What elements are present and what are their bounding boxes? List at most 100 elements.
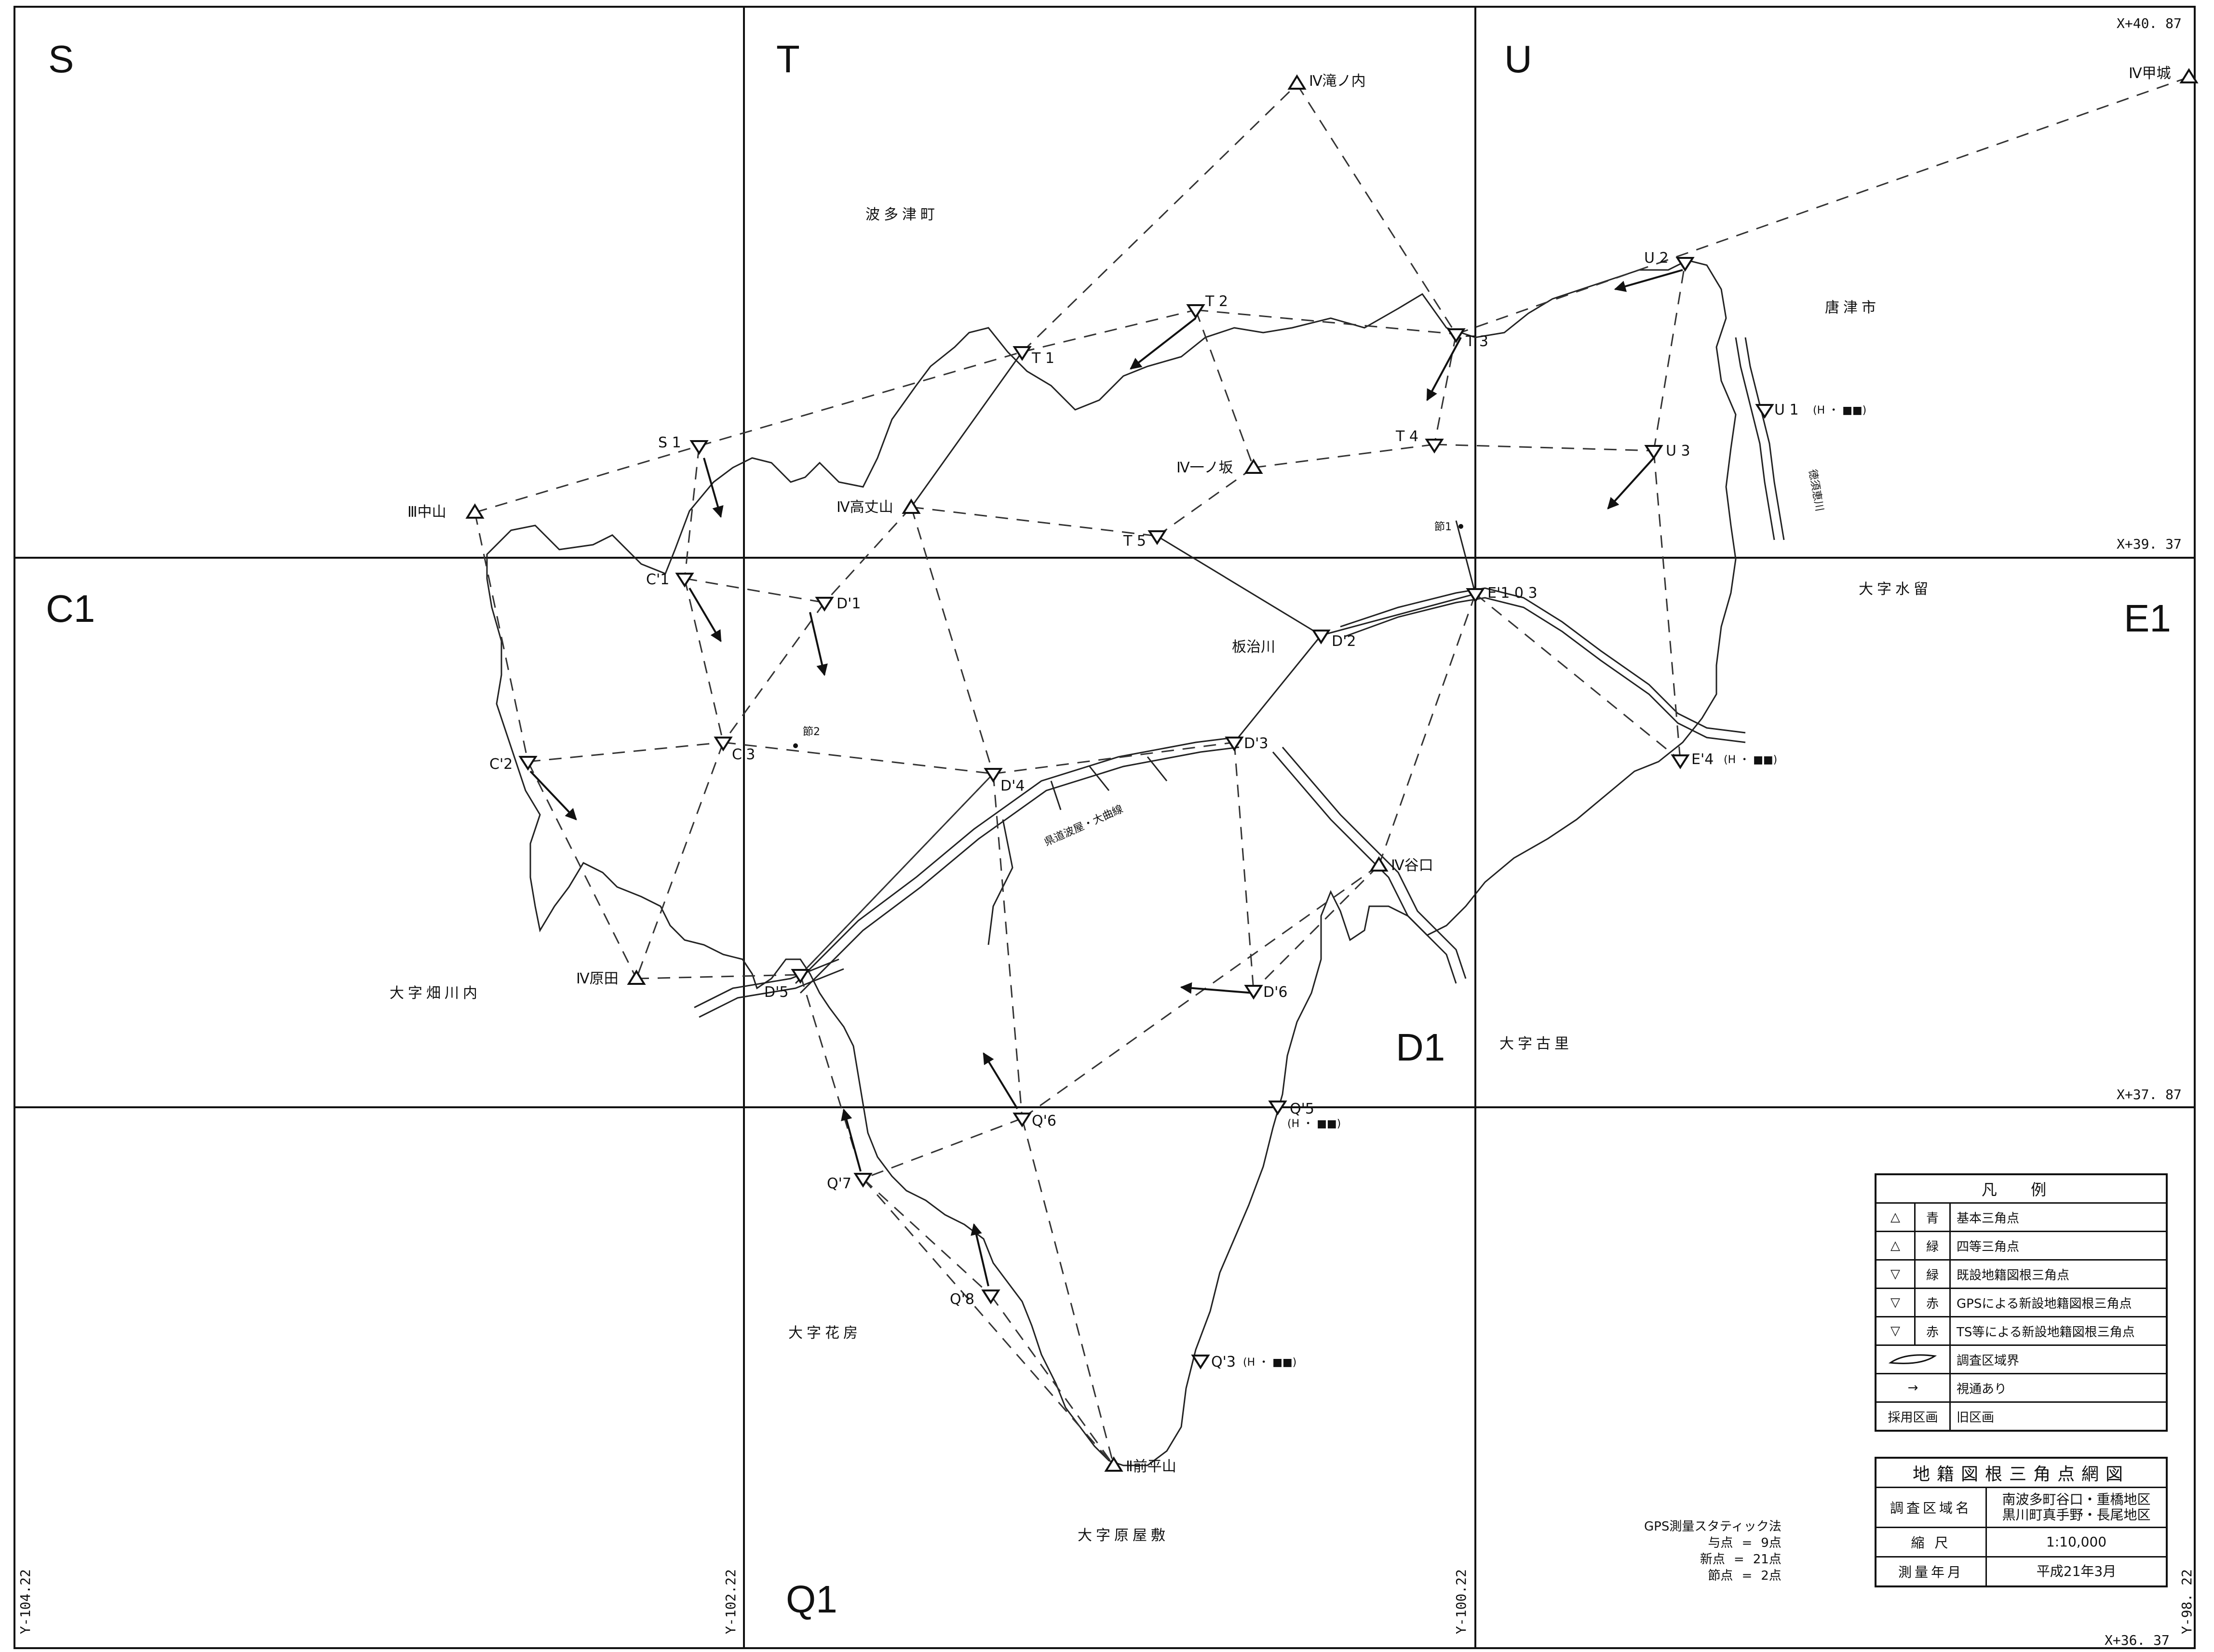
prefectural-road	[795, 737, 1240, 994]
title-row-date: 測量年月 平成21年3月	[1876, 1558, 2166, 1585]
grid-coordinates: X+40. 87 X+39. 37 X+37. 87 X+36. 37 Y-10…	[17, 15, 2195, 1648]
boundary-line-icon	[1876, 1346, 1951, 1373]
coord-x-mid1: X+39. 37	[2117, 536, 2182, 552]
sheet-letter-T: T	[776, 38, 800, 81]
area-names: 波多津町 唐津市 大字水留 大字畑川内 大字古里 大字花房 大字原屋敷 板治川 …	[390, 206, 1928, 1544]
point-T5-symbol	[1148, 530, 1167, 545]
down-triangle-icon: ▽	[1876, 1289, 1916, 1316]
sheet-letter-C1: C1	[46, 587, 95, 630]
label-nakayama: Ⅲ中山	[407, 504, 446, 521]
label-D6: D'6	[1263, 984, 1287, 1001]
river-tokusuke: 徳須恵川	[1806, 469, 1825, 512]
survey-area-value: 南波多町谷口・重橋地区 黒川町真手野・長尾地区	[1987, 1488, 2166, 1527]
label-E4: E'4	[1691, 751, 1714, 768]
point-E4-symbol	[1671, 754, 1690, 769]
point-D1-symbol	[815, 597, 834, 612]
label-Q7: Q'7	[827, 1175, 851, 1192]
point-Q3-symbol	[1191, 1355, 1210, 1370]
point-D5-symbol	[791, 969, 810, 984]
point-C3-symbol	[714, 737, 733, 752]
legend-text: 既設地籍図根三角点	[1957, 1268, 2070, 1283]
label-Q6: Q'6	[1032, 1113, 1056, 1129]
label-takajoyama: Ⅳ高丈山	[837, 499, 893, 516]
coord-y-2: Y-102.22	[723, 1569, 739, 1634]
point-takajoyama-symbol	[902, 498, 921, 514]
label-Q3: Q'3	[1211, 1354, 1236, 1370]
label-T3: T 3	[1465, 333, 1488, 350]
label-E4-note: (H ・ ■■)	[1724, 754, 1777, 766]
label-T4: T 4	[1395, 428, 1418, 445]
sheet-grid	[14, 6, 2196, 1649]
area-hanabusa: 大字花房	[788, 1325, 862, 1342]
node-2-symbol	[793, 743, 798, 748]
legend-text: 旧区画	[1957, 1410, 1995, 1425]
label-D4: D'4	[1000, 778, 1025, 794]
legend-row: ▽ 緑 既設地籍図根三角点	[1876, 1259, 2166, 1288]
label-Q3-note: (H ・ ■■)	[1243, 1357, 1296, 1369]
legend-text: GPSによる新設地籍図根三角点	[1957, 1296, 2132, 1311]
label-E103: E'1 0 3	[1487, 585, 1538, 602]
label-node-1: 節1	[1434, 521, 1452, 533]
river-itaji: 板治川	[1232, 639, 1275, 656]
label-D2: D'2	[1332, 633, 1356, 650]
gps-given-label: 与点	[1708, 1536, 1733, 1550]
point-T2-symbol	[1186, 304, 1205, 319]
label-Q8: Q'8	[950, 1291, 974, 1308]
point-Q8-symbol	[981, 1289, 1000, 1304]
legend-row: △ 緑 四等三角点	[1876, 1231, 2166, 1259]
point-taniguchi-symbol	[1369, 856, 1389, 872]
point-C2-symbol	[518, 756, 538, 771]
legend-color: 青	[1916, 1204, 1951, 1231]
label-maehirayama: Ⅱ前平山	[1126, 1458, 1176, 1475]
point-U1-symbol	[1755, 404, 1774, 419]
visibility-arrows	[529, 269, 1683, 1287]
sheet-letter-E1: E1	[2124, 597, 2171, 640]
gps-new-value: 21点	[1753, 1552, 1782, 1567]
coord-y-4: Y-98. 22	[2179, 1569, 2195, 1634]
point-T3-symbol	[1446, 328, 1466, 343]
sheet-letter-D1: D1	[1396, 1026, 1445, 1069]
label-C1: C'1	[646, 571, 669, 588]
label-S1: S 1	[658, 434, 681, 451]
scale-value: 1:10,000	[2046, 1534, 2107, 1550]
label-C3: C'3	[732, 746, 755, 763]
gps-node-value: 2点	[1761, 1569, 1782, 1583]
area-hatakawa: 大字畑川内	[390, 985, 481, 1002]
coord-y-1: Y-104.22	[17, 1569, 33, 1634]
point-harada-symbol	[627, 969, 646, 985]
label-D5: D'5	[764, 984, 788, 1001]
sheet-letters: S T U C1 E1 D1 Q1	[46, 38, 2171, 1621]
gps-given-value: 9点	[1761, 1536, 1782, 1550]
legend-row: 調査区域界	[1876, 1344, 2166, 1373]
legend-row: ▽ 赤 TS等による新設地籍図根三角点	[1876, 1316, 2166, 1344]
legend: 凡 例 △ 青 基本三角点 △ 緑 四等三角点 ▽ 緑 既設地籍図根三角点 ▽ …	[1875, 1173, 2168, 1432]
point-U2-symbol	[1675, 257, 1695, 272]
gps-heading: GPS測量スタティック法	[1644, 1519, 1782, 1534]
point-D6-symbol	[1244, 985, 1263, 1000]
point-kojo-symbol	[2179, 68, 2199, 83]
point-S1-symbol	[689, 440, 709, 455]
node-1-symbol	[1458, 524, 1463, 529]
label-D3: D'3	[1244, 735, 1268, 752]
cadastral-points	[518, 257, 1774, 1370]
legend-text: 視通あり	[1957, 1382, 2007, 1397]
point-Q6-symbol	[1012, 1113, 1032, 1128]
up-triangle-icon: △	[1876, 1232, 1916, 1259]
coord-x-top: X+40. 87	[2117, 15, 2182, 31]
label-takinouchi: Ⅳ滝ノ内	[1309, 73, 1366, 90]
point-nakayama-symbol	[465, 503, 485, 519]
label-U3: U 3	[1666, 443, 1690, 459]
gps-new-label: 新点	[1700, 1552, 1725, 1567]
legend-row: 採用区画 旧区画	[1876, 1401, 2166, 1430]
survey-area-boundary	[486, 259, 1737, 1466]
area-karatsu: 唐津市	[1825, 299, 1880, 316]
network-lines	[474, 76, 2189, 1466]
label-T2: T 2	[1205, 293, 1228, 310]
gps-given-row: 与点 = 9点	[1644, 1535, 1782, 1551]
down-triangle-icon: ▽	[1876, 1261, 1916, 1288]
label-kojo: Ⅳ甲城	[2129, 65, 2171, 82]
gps-eq: =	[1733, 1552, 1744, 1567]
gps-node-label: 節点	[1708, 1569, 1733, 1583]
label-D1: D'1	[837, 595, 861, 612]
label-U1-note: (H ・ ■■)	[1813, 404, 1866, 416]
